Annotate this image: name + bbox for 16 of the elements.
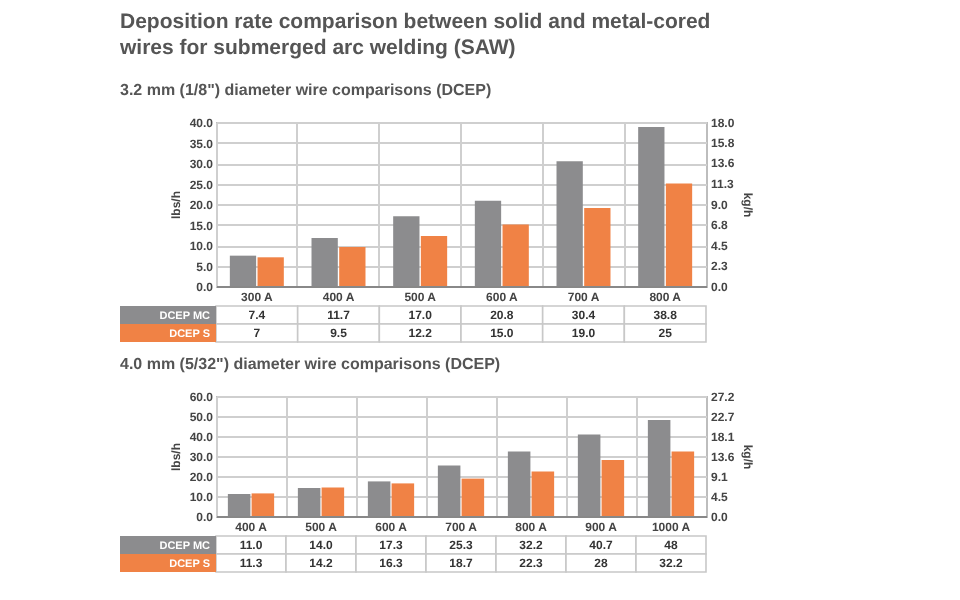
- bar: [321, 487, 345, 516]
- chart-subtitle: 3.2 mm (1/8") diameter wire comparisons (DCEP): [120, 81, 492, 99]
- bar: [601, 460, 625, 516]
- chart-title: Deposition rate comparison between solid and metal-cored wires for submerged arc welding (SAW): [118, 10, 711, 60]
- bar: [461, 478, 485, 516]
- bar: [671, 451, 695, 516]
- bar: [502, 224, 529, 286]
- bar: [584, 208, 611, 286]
- bar: [339, 247, 366, 286]
- bar: [391, 483, 415, 516]
- bar: [257, 257, 284, 286]
- bar: [665, 183, 693, 286]
- bar: [420, 235, 448, 286]
- bar: [531, 471, 555, 516]
- bar: [251, 493, 275, 516]
- chart-title: 4.0 mm (5/32") diameter wire comparisons (DCEP): [120, 355, 501, 373]
